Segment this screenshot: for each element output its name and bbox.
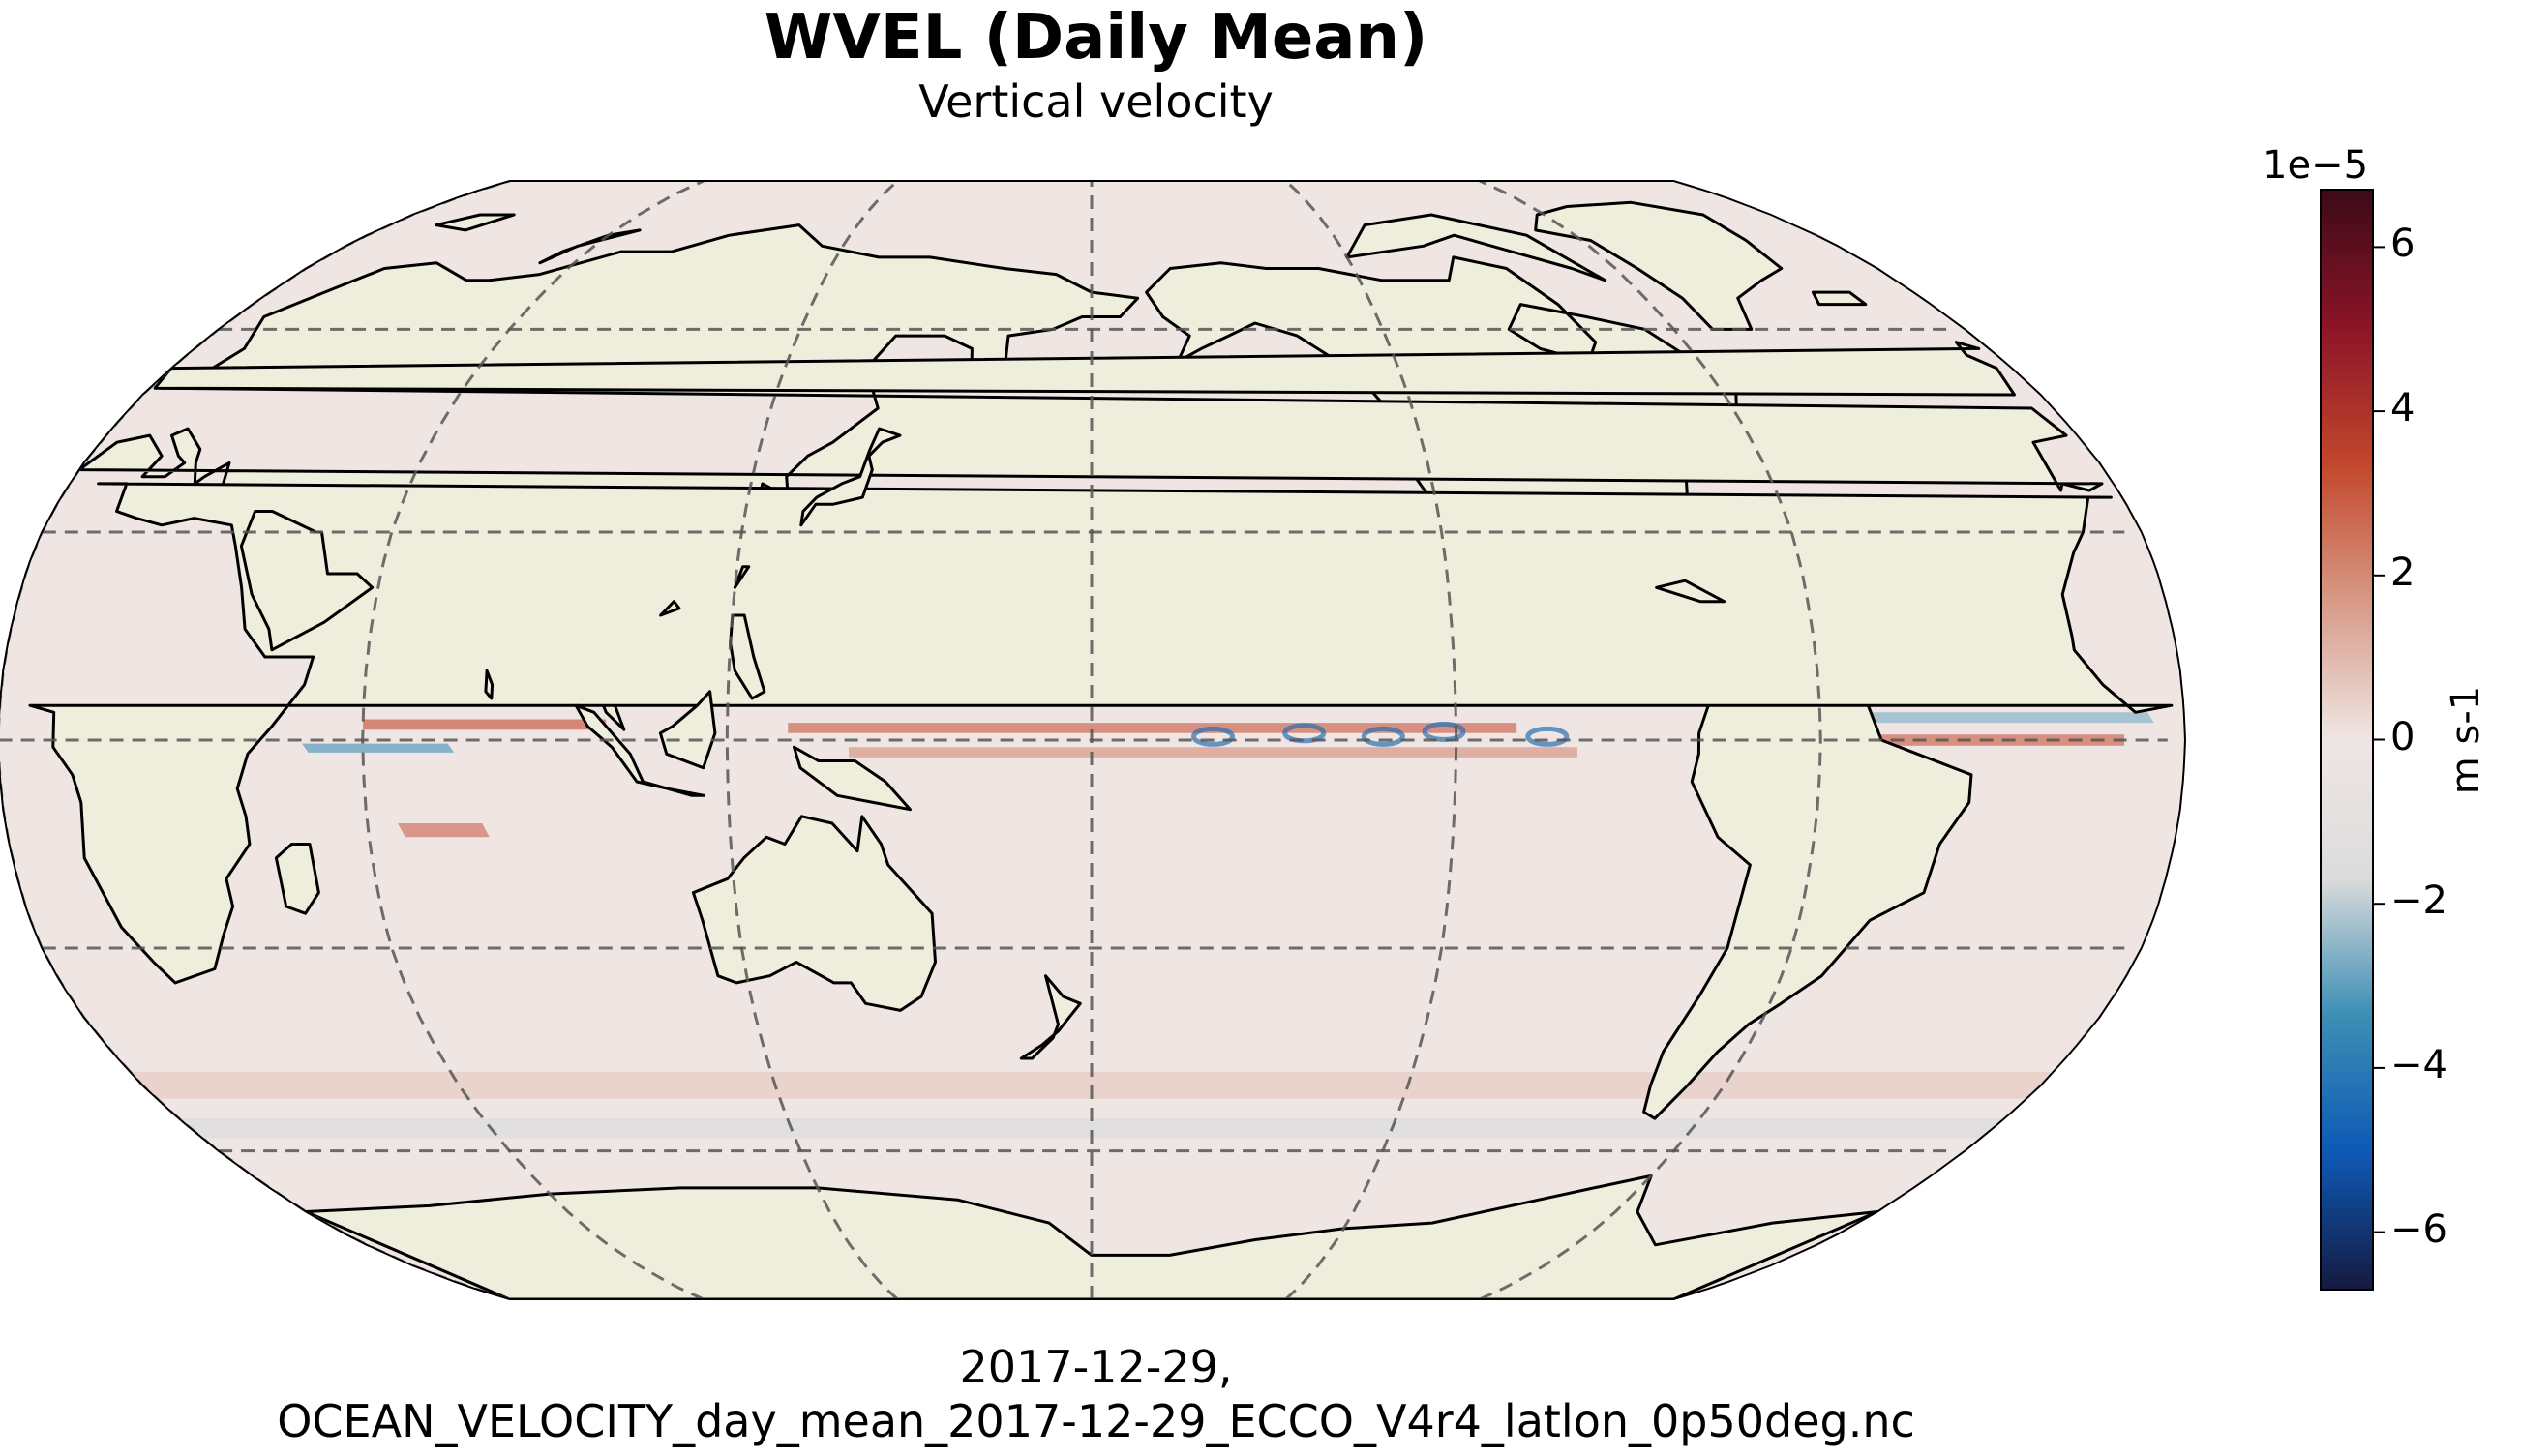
anomaly-band-2: [788, 723, 1517, 733]
land-arabia: [239, 510, 375, 652]
colorbar-ticks: [2373, 246, 2385, 1233]
anomaly-band-6: [397, 823, 490, 838]
anomaly-band-0: [363, 719, 607, 730]
colorbar-gradient: [2320, 189, 2374, 1291]
map-boundary: [0, 180, 2187, 1300]
anomaly-band-1: [302, 743, 455, 753]
land-sri-lanka: [484, 669, 495, 700]
anomaly-band-5: [1819, 712, 2154, 724]
anomaly-band-3: [849, 747, 1578, 758]
land-masses: [28, 200, 2174, 1299]
colorbar-tick-label: 4: [2390, 386, 2416, 431]
land-greenland: [1534, 200, 1784, 331]
map-subtitle: Vertical velocity: [918, 75, 1274, 128]
colorbar-tick-label: 0: [2390, 714, 2416, 759]
colorbar-tick-label: −2: [2390, 878, 2447, 924]
caption-filename: OCEAN_VELOCITY_day_mean_2017-12-29_ECCO_…: [277, 1395, 1915, 1447]
colorbar-tick-label: 2: [2390, 550, 2416, 595]
land-japan: [799, 427, 902, 527]
land-svalbard: [435, 213, 516, 232]
tropical-eddy: [1525, 726, 1570, 747]
colorbar-tick-label: −6: [2390, 1206, 2447, 1252]
meridian-line: [1284, 181, 1458, 1299]
map-title: WVEL (Daily Mean): [764, 2, 1428, 74]
colorbar-exponent-label: 1e−5: [2263, 143, 2369, 188]
anomaly-band-10: [130, 1072, 2054, 1099]
colorbar: [2320, 189, 2385, 1291]
map-caption: 2017-12-29, OCEAN_VELOCITY_day_mean_2017…: [0, 1340, 2192, 1448]
tropical-eddy: [1361, 726, 1405, 747]
anomaly-band-11: [178, 1118, 2005, 1139]
land-south-america: [1642, 655, 1973, 1120]
land-madagascar: [274, 843, 320, 915]
land-scandinavia-islands: [1811, 290, 1868, 307]
land-canada-islands: [1345, 213, 1607, 282]
land-new-guinea: [793, 745, 912, 812]
land-hainan: [659, 600, 681, 617]
meridian-line: [725, 181, 899, 1299]
land-cuba: [1655, 579, 1726, 604]
land-borneo: [658, 690, 717, 770]
land-taiwan: [733, 565, 751, 589]
tropical-eddy: [1282, 723, 1327, 744]
land-australia: [691, 815, 937, 1012]
meridian-line: [361, 181, 705, 1299]
colorbar-tick-label: −4: [2390, 1042, 2447, 1087]
colorbar-unit-label: m s-1: [2444, 685, 2488, 795]
caption-date: 2017-12-29,: [959, 1341, 1233, 1393]
tropical-eddy: [1422, 721, 1466, 742]
land-antarctica: [304, 1174, 1879, 1299]
land-new-zealand: [1019, 974, 1082, 1060]
meridian-line: [1479, 181, 1822, 1299]
tropical-eddy: [1191, 726, 1235, 747]
colorbar-tick-label: 6: [2390, 222, 2416, 267]
land-novaya-zemlya: [538, 228, 642, 265]
land-uk: [153, 341, 2016, 397]
